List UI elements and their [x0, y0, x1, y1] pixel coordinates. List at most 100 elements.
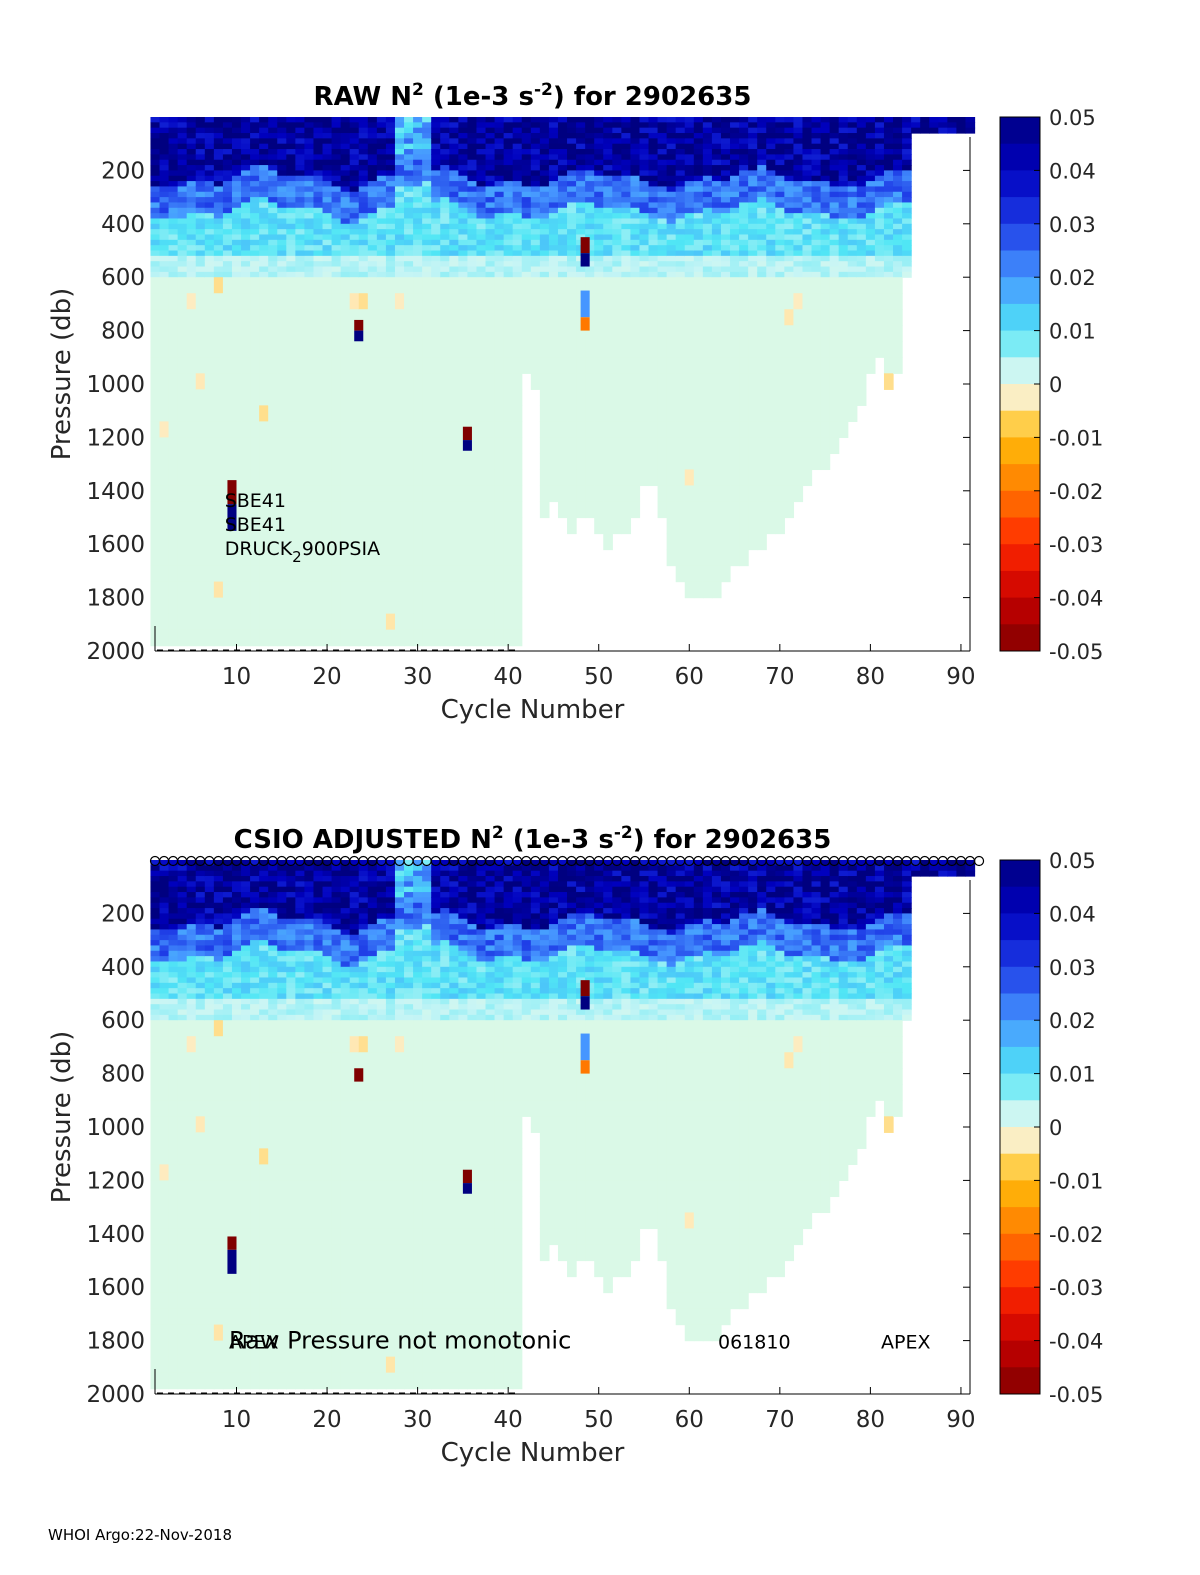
heatmap-cell	[811, 154, 822, 161]
heatmap-cell	[385, 239, 396, 246]
heatmap-cell	[883, 213, 894, 220]
heatmap-cell	[150, 266, 161, 273]
heatmap-cell	[277, 239, 287, 246]
heatmap-cell	[684, 234, 695, 241]
heatmap-cell	[802, 245, 813, 252]
heatmap-cell	[376, 165, 387, 171]
heatmap-cell	[231, 1068, 242, 1085]
heatmap-cell	[168, 934, 179, 941]
heatmap-cell	[204, 207, 215, 214]
heatmap-cell	[585, 405, 595, 422]
heatmap-cell	[250, 897, 260, 904]
chart-title-part: -2	[534, 80, 553, 100]
heatmap-cell	[639, 175, 650, 182]
heatmap-cell	[259, 127, 269, 134]
heatmap-cell	[231, 581, 242, 599]
heatmap-cell	[404, 325, 414, 342]
heatmap-cell	[793, 127, 804, 134]
heatmap-cell	[811, 325, 822, 342]
heatmap-cell	[530, 159, 541, 166]
heatmap-cell	[431, 138, 441, 145]
heatmap-cell	[168, 940, 179, 947]
heatmap-cell	[766, 143, 776, 150]
heatmap-cell	[811, 234, 822, 241]
heatmap-cell	[720, 186, 731, 193]
heatmap-cell	[286, 913, 296, 920]
heatmap-cell	[376, 597, 387, 615]
heatmap-cell	[820, 373, 831, 390]
heatmap-cell	[150, 597, 161, 615]
heatmap-cell	[186, 1212, 197, 1230]
heatmap-cell	[286, 207, 296, 214]
heatmap-cell	[494, 181, 505, 188]
heatmap-cell	[250, 913, 260, 920]
heatmap-cell	[150, 117, 161, 123]
heatmap-cell	[159, 159, 170, 166]
heatmap-cell	[548, 293, 559, 310]
heatmap-cell	[385, 613, 396, 631]
heatmap-cell	[802, 453, 813, 471]
heatmap-cell	[467, 122, 478, 129]
heatmap-cell	[503, 469, 514, 487]
heatmap-cell	[503, 191, 514, 198]
heatmap-cell	[730, 245, 740, 252]
heatmap-cell	[195, 117, 206, 123]
heatmap-cell	[557, 122, 568, 129]
heatmap-cell	[241, 293, 251, 310]
heatmap-cell	[277, 218, 287, 225]
heatmap-cell	[639, 357, 650, 374]
heatmap-cell	[720, 191, 731, 198]
heatmap-cell	[168, 918, 179, 925]
heatmap-cell	[666, 485, 677, 503]
heatmap-cell	[784, 181, 795, 188]
heatmap-cell	[250, 1228, 260, 1246]
heatmap-cell	[331, 373, 342, 390]
heatmap-cell	[675, 154, 686, 161]
heatmap-cell	[521, 127, 532, 134]
heatmap-cell	[485, 229, 496, 236]
heatmap-cell	[231, 469, 242, 487]
heatmap-cell	[186, 485, 197, 503]
heatmap-cell	[150, 485, 161, 503]
heatmap-cell	[168, 159, 179, 166]
heatmap-cell	[159, 485, 170, 503]
heatmap-cell	[766, 501, 776, 519]
heatmap-cell	[539, 229, 550, 236]
heatmap-cell	[847, 197, 858, 204]
heatmap-cell	[521, 266, 532, 273]
heatmap-cell	[829, 207, 840, 214]
heatmap-cell	[231, 945, 242, 952]
heatmap-cell	[195, 876, 206, 882]
heatmap-cell	[431, 122, 441, 129]
heatmap-cell	[512, 186, 523, 193]
heatmap-cell	[711, 239, 722, 246]
heatmap-cell	[394, 341, 405, 358]
heatmap-cell	[404, 565, 414, 583]
heatmap-cell	[802, 117, 813, 123]
heatmap-cell	[458, 250, 469, 257]
heatmap-cell	[748, 309, 758, 326]
heatmap-cell	[630, 421, 641, 438]
heatmap-cell	[548, 181, 559, 188]
heatmap-cell	[177, 1014, 188, 1021]
heatmap-cell	[385, 218, 396, 225]
heatmap-cell	[730, 197, 740, 204]
heatmap-cell	[775, 325, 785, 342]
heatmap-cell	[204, 421, 215, 438]
heatmap-cell	[847, 127, 858, 134]
heatmap-cell	[811, 421, 822, 438]
heatmap-cell	[530, 170, 541, 177]
heatmap-cell	[539, 309, 550, 326]
heatmap-cell	[150, 1308, 161, 1326]
heatmap-cell	[603, 234, 613, 241]
heatmap-cell	[530, 127, 541, 134]
heatmap-cell	[739, 223, 749, 230]
heatmap-cell	[766, 138, 776, 145]
heatmap-cell	[630, 325, 641, 342]
heatmap-cell	[847, 239, 858, 246]
heatmap-cell	[331, 629, 342, 647]
heatmap-cell	[757, 309, 767, 326]
heatmap-cell	[231, 1180, 242, 1198]
heatmap-cell	[567, 213, 577, 220]
heatmap-cell	[567, 255, 577, 262]
